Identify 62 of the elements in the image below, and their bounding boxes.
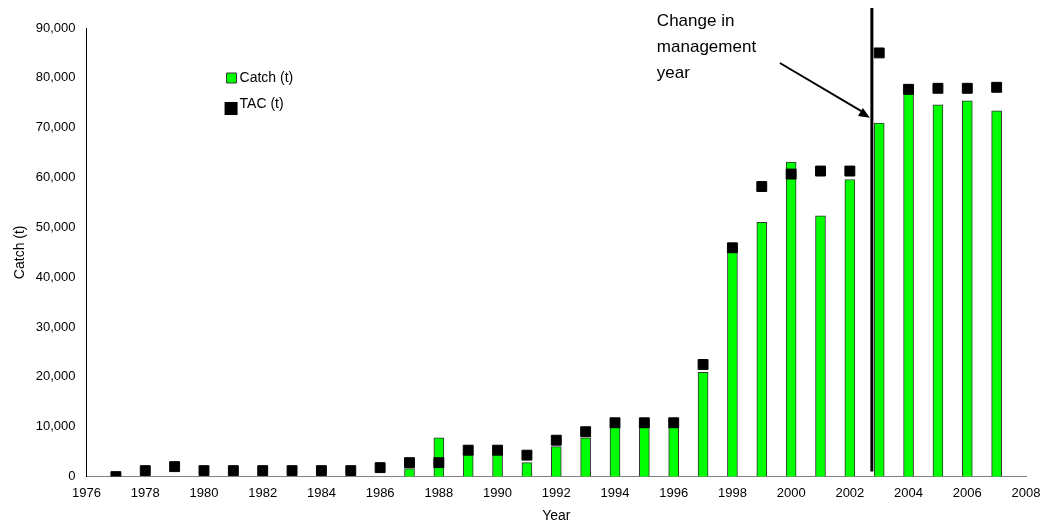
point [991,81,1003,93]
point [345,465,357,477]
x-tick-label: 1994 [600,484,630,500]
x-axis-title: Year [542,507,571,524]
point [198,465,210,477]
x-tick-label: 2006 [952,484,982,500]
y-tick-label: 70,000 [35,119,76,135]
point [462,444,474,456]
point [550,434,562,446]
y-tick-label: 20,000 [35,368,76,384]
point [492,444,504,456]
point [903,83,915,95]
point [609,417,621,429]
point [580,426,592,438]
legend-label: TAC (t) [239,94,284,111]
x-tick-label: 2000 [776,484,806,500]
legend-label: Catch (t) [239,68,294,85]
y-tick-label: 10,000 [35,418,76,434]
point [668,417,680,429]
point [139,465,151,477]
x-tick-label: 2002 [835,484,865,500]
x-tick-label: 1980 [189,484,219,500]
point [374,462,386,474]
point [257,465,269,477]
x-tick-label: 1996 [659,484,689,500]
y-tick-label: 0 [68,468,76,484]
x-tick-label: 1982 [248,484,278,500]
x-tick-label: 1992 [541,484,571,500]
point [315,465,327,477]
x-tick-label: 1976 [72,484,102,500]
y-tick-label: 90,000 [35,19,76,35]
point [815,165,826,177]
point [521,449,533,461]
point [286,465,298,477]
point [404,457,415,469]
point [785,168,797,180]
x-tick-label: 1990 [483,484,513,500]
x-tick-label: 2004 [894,484,924,500]
y-tick-label: 60,000 [35,169,76,185]
x-tick-label: 2008 [1011,484,1041,500]
x-tick-label: 1988 [424,484,454,500]
point [726,242,738,254]
point [433,457,445,469]
point [932,82,944,94]
point [873,47,885,59]
y-tick-label: 40,000 [35,268,76,284]
x-tick-label: 1986 [365,484,395,500]
x-tick-label: 1984 [306,484,336,500]
point [227,465,239,477]
x-tick-label: 1978 [130,484,160,500]
point [756,181,768,192]
y-tick-label: 30,000 [35,318,76,334]
point [169,461,181,473]
y-tick-label: 80,000 [35,69,76,85]
y-axis-title: Catch (t) [11,225,28,280]
point [844,165,856,177]
point [697,359,709,370]
annotation: Change in management year [656,11,757,83]
y-tick-label: 50,000 [35,218,76,234]
point [638,417,650,429]
x-tick-label: 1998 [717,484,747,500]
point [961,82,973,94]
